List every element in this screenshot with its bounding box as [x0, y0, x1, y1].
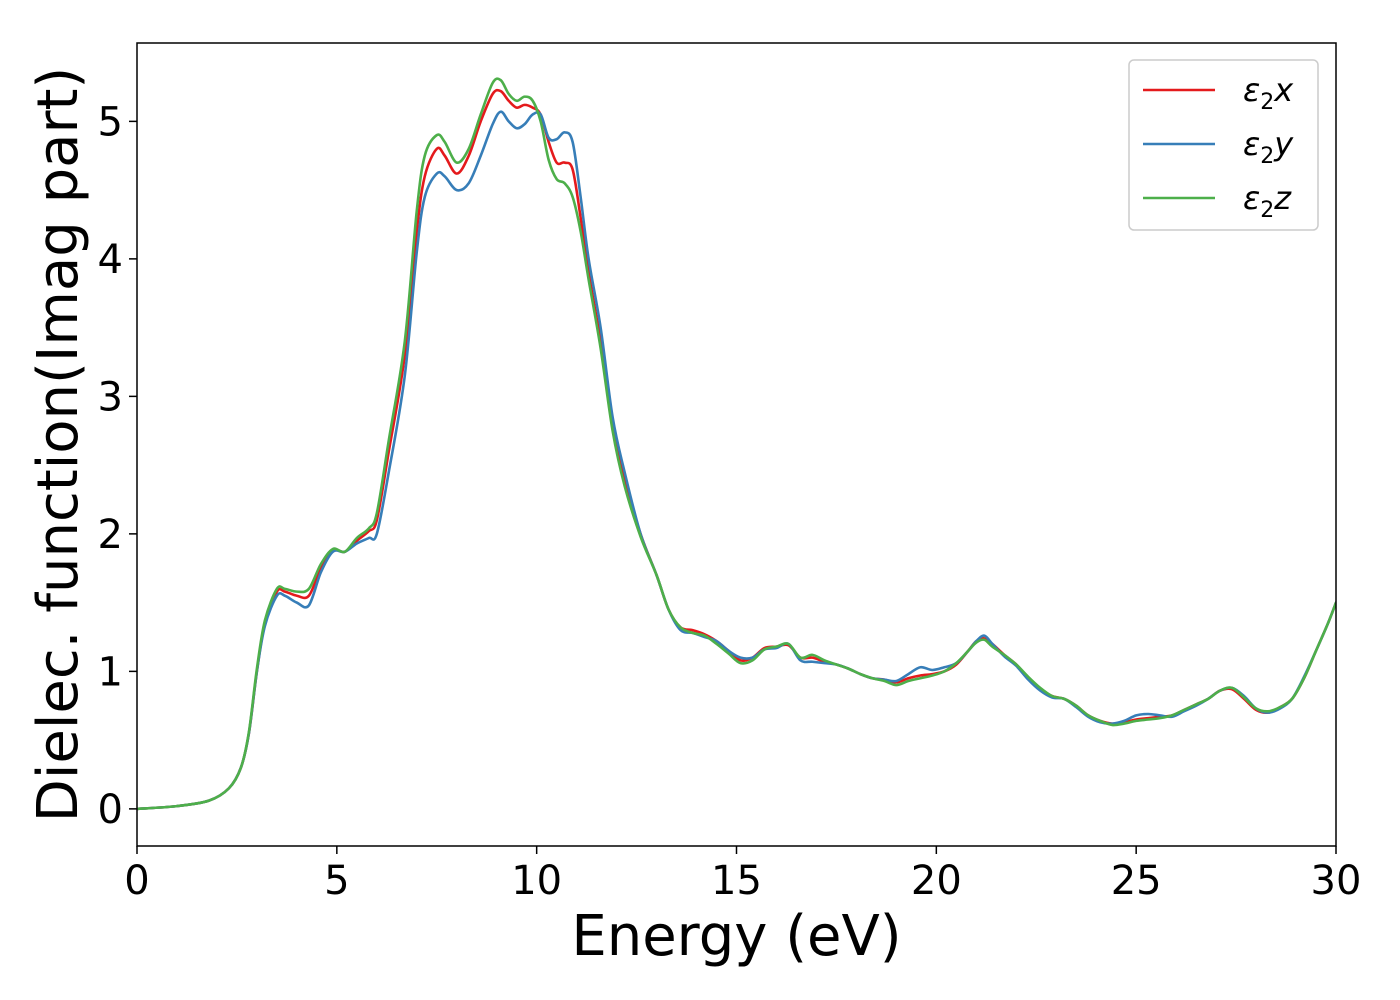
series-line-z [137, 77, 1336, 811]
y-tick-label: 4 [98, 237, 123, 283]
legend: ε2x ε2y ε2z [1128, 59, 1319, 231]
x-tick-label: 5 [324, 858, 349, 904]
y-tick-label: 5 [98, 99, 123, 145]
series-line-x [137, 88, 1336, 811]
legend-label-y: ε2y [1243, 125, 1294, 169]
legend-label-x: ε2x [1243, 71, 1294, 115]
x-tick-label: 0 [124, 858, 149, 904]
x-tick-label: 25 [1111, 858, 1162, 904]
legend-items: ε2x ε2y ε2z [1143, 71, 1294, 223]
y-axis-label: Dielec. function(Imag part) [26, 67, 91, 823]
y-tick-label: 3 [98, 374, 123, 420]
y-axis-ticks: 0 1 2 3 4 5 [98, 99, 137, 833]
x-tick-label: 10 [511, 858, 562, 904]
series-layer [137, 77, 1336, 811]
x-axis-ticks: 0 5 10 15 20 25 30 [124, 846, 1361, 904]
y-tick-label: 2 [98, 512, 123, 558]
y-tick-label: 1 [98, 649, 123, 695]
legend-box [1128, 59, 1319, 231]
x-tick-label: 30 [1311, 858, 1362, 904]
series-line-y [137, 110, 1336, 811]
x-axis-label: Energy (eV) [571, 904, 901, 969]
legend-label-z: ε2z [1243, 179, 1292, 223]
y-tick-label: 0 [98, 787, 123, 833]
x-tick-label: 20 [911, 858, 962, 904]
x-tick-label: 15 [711, 858, 762, 904]
